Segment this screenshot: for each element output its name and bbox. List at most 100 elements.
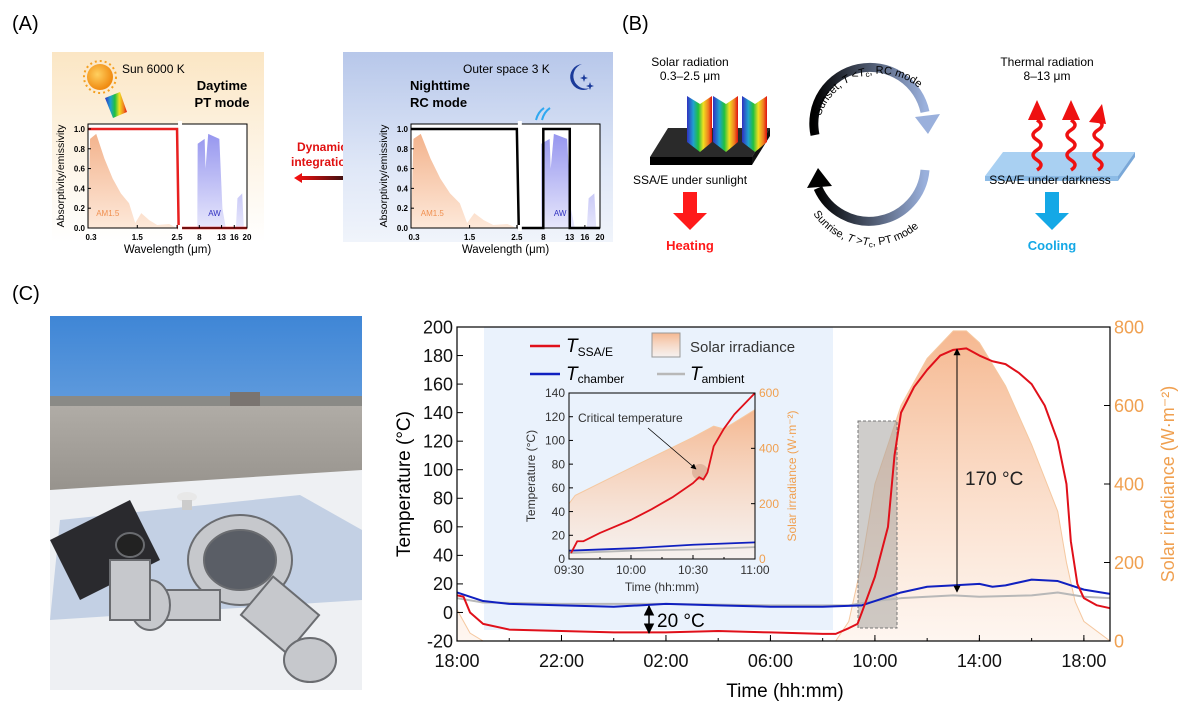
inset-y-axis-label: Temperature (°C)	[524, 430, 538, 522]
am15-label: AM1.5	[96, 209, 120, 218]
panel-c-label: (C)	[12, 283, 40, 305]
thermal-radiation-range: 8–13 μm	[1024, 69, 1071, 83]
x-tick-label: 16	[580, 233, 589, 242]
x-tick-label: 22:00	[539, 651, 584, 671]
y-tick-label: 60	[552, 481, 566, 495]
axis-break-top	[517, 121, 522, 127]
am15-spectrum-band	[88, 133, 178, 228]
main-y2-axis-label: Solar irradiance (W·m⁻²)	[1158, 386, 1178, 583]
y2-tick-label: 600	[759, 386, 779, 400]
critical-temperature-label: Critical temperature	[578, 411, 683, 425]
y-tick-label: 140	[545, 386, 565, 400]
x-tick-label: 18:00	[1061, 651, 1106, 671]
sunlight-state: Solar radiation 0.3–2.5 μm SSA/E under s…	[633, 55, 770, 253]
aw-spectrum-band	[197, 133, 244, 228]
radiation-up-icon	[535, 107, 551, 121]
thermal-arrowheads-icon	[1028, 100, 1106, 124]
x-tick-label: 1.5	[132, 233, 144, 242]
y-tick-label: 0.6	[397, 165, 409, 174]
inset-region-box	[857, 420, 898, 629]
y-tick-label: 0.2	[74, 204, 86, 213]
y-tick-label: 0	[443, 603, 453, 623]
x-tick-label: 8	[197, 233, 202, 242]
x-tick-label: 14:00	[957, 651, 1002, 671]
inset-x-axis-label: Time (hh:mm)	[625, 580, 699, 594]
prism-icon	[105, 92, 127, 118]
y-tick-label: 200	[423, 317, 453, 337]
day-source: Sun 6000 K	[122, 62, 185, 76]
y2-tick-label: 800	[1114, 317, 1144, 337]
day-title-line2: PT mode	[195, 95, 250, 110]
legend-irradiance-label: Solar irradiance	[690, 339, 795, 356]
dynamic-integration: Dynamic integration	[291, 140, 356, 183]
y-tick-label: 1.0	[74, 125, 86, 134]
y2-tick-label: 400	[759, 442, 779, 456]
x-tick-label: 02:00	[643, 651, 688, 671]
y-tick-label: 20	[552, 528, 566, 542]
am15-label: AM1.5	[421, 209, 445, 218]
y-tick-label: 0.0	[397, 224, 409, 233]
series-t-ssa-e-line	[456, 347, 1111, 635]
absorptivity-line	[411, 127, 600, 230]
cooling-label: Cooling	[1028, 238, 1076, 253]
spectrum-plot-frame	[410, 123, 601, 229]
y-tick-label: 100	[545, 434, 565, 448]
y-tick-label: 0.8	[397, 145, 409, 154]
main-x-axis-label: Time (hh:mm)	[726, 681, 844, 702]
y-tick-label: 0	[558, 552, 565, 566]
temperature-irradiance-chart: -200204060801001201401601802000200400600…	[394, 317, 1178, 702]
y-tick-label: 0.4	[74, 184, 86, 193]
y-tick-label: 0.0	[74, 224, 86, 233]
series-t-chamber-line	[456, 578, 1111, 608]
night-title-line1: Nighttime	[410, 78, 470, 93]
x-tick-label: 16	[230, 233, 239, 242]
y-tick-label: 40	[433, 546, 453, 566]
solar-rays-icon	[687, 96, 767, 152]
dynamic-line2: integration	[291, 155, 353, 169]
panel-a-night: Outer space 3 K Nighttime RC mode AM1.5 A…	[343, 52, 613, 256]
legend-irradiance-swatch	[651, 332, 681, 358]
x-tick-label: 11:00	[740, 563, 769, 577]
x-tick-label: 0.3	[408, 233, 420, 242]
x-tick-label: 06:00	[748, 651, 793, 671]
moon-stars-icon	[570, 64, 594, 90]
night-source: Outer space 3 K	[463, 62, 550, 76]
heating-label: Heating	[666, 238, 714, 253]
x-tick-label: 13	[217, 233, 226, 242]
axis-break-bottom	[178, 225, 183, 231]
x-tick-label: 8	[541, 233, 546, 242]
panel-a-day: Sun 6000 K Daytime PT mode AM1.5 AW 0.0 0.2…	[52, 52, 264, 256]
y-tick-label: -20	[427, 631, 453, 651]
sunset-arc-arrow	[809, 62, 930, 136]
x-tick-label: 18:00	[434, 651, 479, 671]
legend-chamber-label: Tchamber	[566, 364, 624, 386]
critical-arrow	[647, 427, 697, 470]
y-tick-label: 100	[423, 460, 453, 480]
y-tick-label: 0.2	[397, 204, 409, 213]
x-tick-label: 20	[596, 233, 605, 242]
spectrum-plot-frame	[87, 123, 248, 229]
series-t-ambient-line	[456, 591, 1111, 607]
aw-label: AW	[208, 209, 221, 218]
y-tick-label: 0.6	[74, 165, 86, 174]
main-y-axis-label: Temperature (°C)	[394, 411, 415, 557]
x-axis-label: Wavelength (μm)	[462, 244, 550, 256]
peak-diff-label: 170 °C	[965, 469, 1023, 490]
y-axis-label: Absorptivity/emissivity	[55, 124, 67, 227]
y2-tick-label: 200	[1114, 553, 1144, 573]
x-tick-label: 10:30	[678, 563, 708, 577]
sun-icon	[83, 60, 117, 94]
y-axis-label: Absorptivity/emissivity	[378, 124, 390, 227]
y-tick-label: 160	[423, 374, 453, 394]
y2-tick-label: 0	[1114, 631, 1124, 651]
sunlight-caption: SSA/E under sunlight	[633, 173, 748, 187]
x-axis-label: Wavelength (μm)	[124, 244, 212, 256]
y2-tick-label: 200	[759, 497, 779, 511]
sunrise-arrowhead-icon	[807, 168, 832, 188]
legend: TSSA/E Solar irradiance Tchamber Tambien…	[530, 332, 795, 386]
cooling-arrow-icon	[1035, 192, 1069, 230]
y-tick-label: 140	[423, 403, 453, 423]
night-title-line2: RC mode	[410, 95, 467, 110]
device-photo	[50, 316, 362, 690]
day-title-line1: Daytime	[197, 78, 248, 93]
